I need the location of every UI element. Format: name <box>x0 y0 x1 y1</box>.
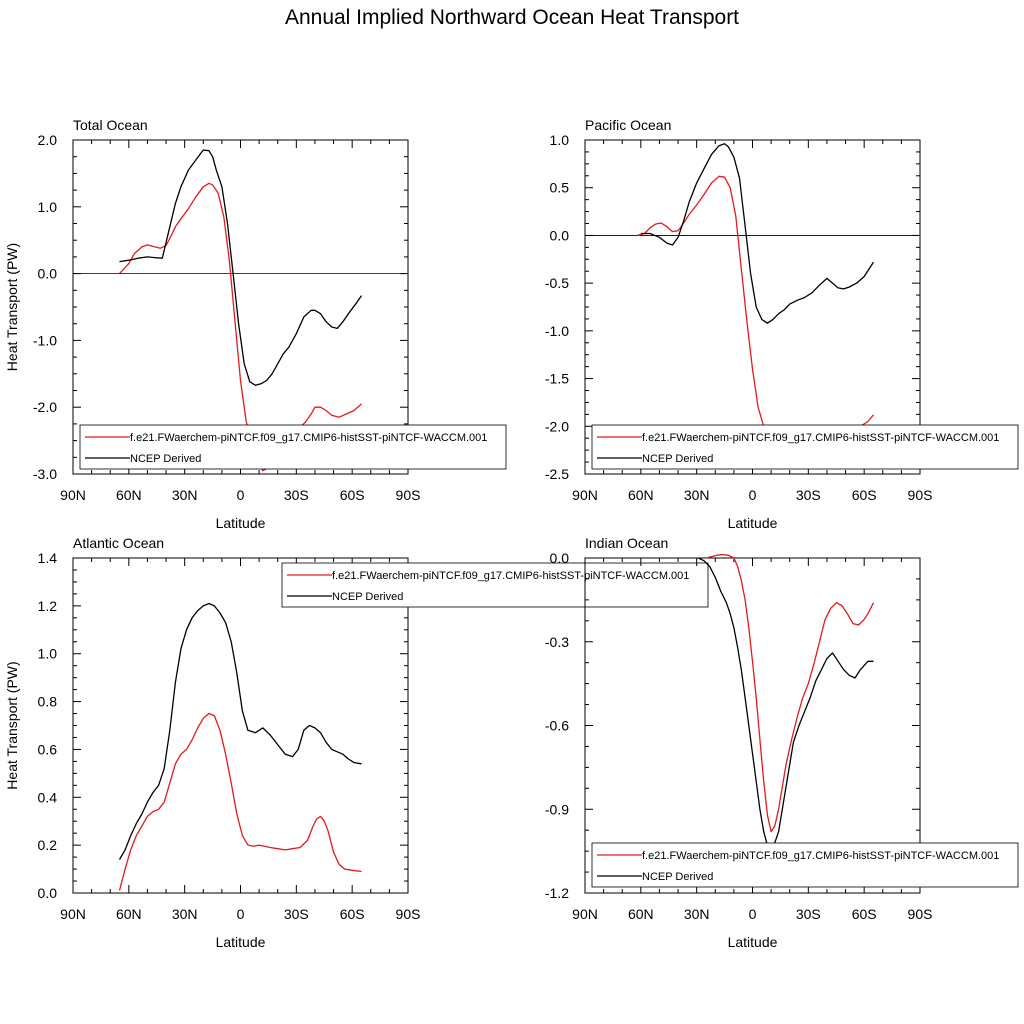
x-tick-label: 30N <box>684 487 710 503</box>
x-tick-label: 30S <box>796 906 821 922</box>
x-tick-label: 60S <box>852 906 877 922</box>
x-tick-label: 0 <box>237 487 245 503</box>
legend-box <box>591 424 1019 470</box>
series-line-ncep <box>118 602 362 860</box>
panel-indian-ocean: 90N 60N 30N 0 30S 60S 90S -1.2 -0.9 -0.6 -0.3 0.0 In… <box>545 535 1019 950</box>
x-tick-label: 60N <box>116 906 142 922</box>
x-tick-label: 0 <box>749 906 757 922</box>
x-tick-label: 90N <box>572 487 598 503</box>
y-tick-label: -2.0 <box>545 418 569 434</box>
y-axis-label: Heat Transport (PW) <box>4 243 20 371</box>
legend: f.e21.FWaerchem-piNTCF.f09_g17.CMIP6-his… <box>281 562 709 608</box>
x-tick-label: 30N <box>684 906 710 922</box>
series-line-model <box>119 182 362 472</box>
legend: f.e21.FWaerchem-piNTCF.f09_g17.CMIP6-his… <box>591 424 1019 470</box>
y-tick-label: -0.9 <box>545 801 569 817</box>
legend: f.e21.FWaerchem-piNTCF.f09_g17.CMIP6-his… <box>591 842 1019 888</box>
legend-label: f.e21.FWaerchem-piNTCF.f09_g17.CMIP6-his… <box>332 570 689 582</box>
y-tick-label: -0.3 <box>545 634 569 650</box>
figure-title: Annual Implied Northward Ocean Heat Tran… <box>284 6 740 29</box>
y-tick-label: -1.2 <box>545 885 569 901</box>
x-tick-label: 0 <box>237 906 245 922</box>
x-tick-label: 60S <box>340 906 365 922</box>
legend-label: NCEP Derived <box>642 871 713 883</box>
panel-title: Pacific Ocean <box>585 117 671 133</box>
y-tick-label: -0.6 <box>545 718 569 734</box>
y-tick-label: 0.6 <box>38 741 58 757</box>
x-tick-label: 30S <box>796 487 821 503</box>
x-tick-label: 30S <box>284 906 309 922</box>
y-tick-label: 0.0 <box>38 885 58 901</box>
x-axis-label: Latitude <box>216 515 266 531</box>
y-tick-label: 1.2 <box>38 598 58 614</box>
y-tick-label: 1.0 <box>550 132 570 148</box>
x-tick-label: 90S <box>908 487 933 503</box>
plot-frame <box>72 557 409 894</box>
y-tick-label: 1.0 <box>38 646 58 662</box>
panel-total-ocean: 90N 60N 30N 0 30S 60S 90S -3.0 -2.0 -1.0 0.0 1.0 2.0… <box>4 117 507 531</box>
legend-box <box>79 424 507 470</box>
x-tick-label: 90N <box>572 906 598 922</box>
y-axis-label: Heat Transport (PW) <box>4 661 20 789</box>
x-tick-label: 90S <box>396 487 421 503</box>
legend-box <box>591 842 1019 888</box>
x-tick-label: 60N <box>628 487 654 503</box>
x-tick-label: 30S <box>284 487 309 503</box>
y-tick-label: 0.8 <box>38 694 58 710</box>
x-axis-label: Latitude <box>216 934 266 950</box>
x-tick-label: 30N <box>172 487 198 503</box>
legend-label: NCEP Derived <box>130 453 201 465</box>
x-tick-label: 0 <box>749 487 757 503</box>
series-line-ncep <box>640 143 875 324</box>
legend-label: f.e21.FWaerchem-piNTCF.f09_g17.CMIP6-his… <box>642 850 999 862</box>
y-tick-label: 0.4 <box>38 789 58 805</box>
series-line-model <box>636 175 874 442</box>
x-tick-label: 90S <box>908 906 933 922</box>
x-tick-label: 90N <box>60 487 86 503</box>
y-tick-label: -3.0 <box>33 466 57 482</box>
y-tick-label: 0.0 <box>38 266 58 282</box>
x-axis-label: Latitude <box>728 934 778 950</box>
y-tick-label: -1.5 <box>545 371 569 387</box>
x-tick-label: 30N <box>172 906 198 922</box>
y-tick-label: -2.5 <box>545 466 569 482</box>
x-tick-label: 90S <box>396 906 421 922</box>
panel-title: Total Ocean <box>73 117 148 133</box>
x-tick-label: 60N <box>628 906 654 922</box>
plot-frame <box>584 139 921 475</box>
y-tick-label: -1.0 <box>545 323 569 339</box>
y-tick-label: -1.0 <box>33 332 57 348</box>
x-tick-label: 60S <box>852 487 877 503</box>
y-tick-label: 0.0 <box>550 550 570 566</box>
legend-box <box>281 562 709 608</box>
x-tick-label: 60N <box>116 487 142 503</box>
legend-label: f.e21.FWaerchem-piNTCF.f09_g17.CMIP6-his… <box>642 432 999 444</box>
panel-pacific-ocean: 90N 60N 30N 0 30S 60S 90S -2.5 -2.0 -1.5 -1.0 -0.5 0… <box>545 117 1019 531</box>
series-line-ncep <box>119 149 363 386</box>
series-line-model <box>118 712 362 891</box>
plot-frame <box>72 139 409 475</box>
legend-label: f.e21.FWaerchem-piNTCF.f09_g17.CMIP6-his… <box>130 432 487 444</box>
panel-title: Atlantic Ocean <box>73 535 164 551</box>
series-line-ncep <box>698 557 874 849</box>
y-tick-label: 0.2 <box>38 837 58 853</box>
legend-label: NCEP Derived <box>642 453 713 465</box>
panel-title: Indian Ocean <box>585 535 668 551</box>
panel-atlantic-ocean: 90N 60N 30N 0 30S 60S 90S 0.0 0.2 0.4 0.6 0.8 1.0 1.2… <box>4 535 709 950</box>
x-tick-label: 60S <box>340 487 365 503</box>
legend: f.e21.FWaerchem-piNTCF.f09_g17.CMIP6-his… <box>79 424 507 470</box>
y-tick-label: 0.5 <box>550 180 570 196</box>
y-tick-label: 0.0 <box>550 227 570 243</box>
y-tick-label: -0.5 <box>545 275 569 291</box>
legend-label: NCEP Derived <box>332 591 403 603</box>
y-tick-label: 2.0 <box>38 132 58 148</box>
y-tick-label: 1.4 <box>38 550 58 566</box>
y-tick-label: 1.0 <box>38 199 58 215</box>
x-tick-label: 90N <box>60 906 86 922</box>
series-line-model <box>705 553 875 833</box>
x-axis-label: Latitude <box>728 515 778 531</box>
y-tick-label: -2.0 <box>33 399 57 415</box>
